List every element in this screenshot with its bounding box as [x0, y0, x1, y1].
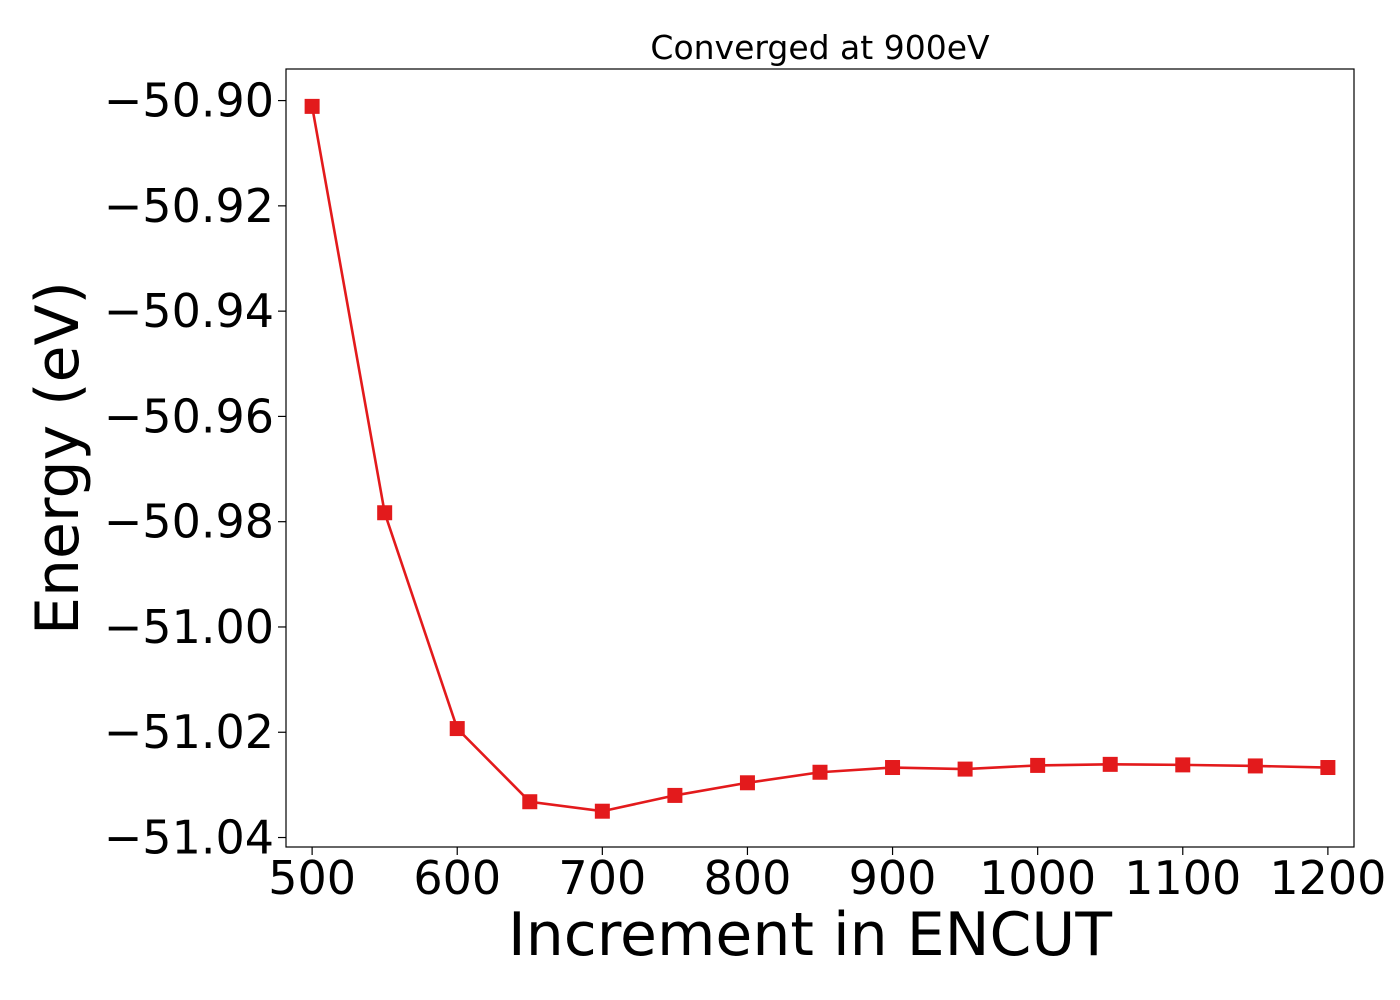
x-tick-label: 1100 [1124, 851, 1241, 905]
y-tick-label: −50.96 [104, 389, 274, 443]
data-point-marker [739, 775, 755, 791]
data-point-marker [1175, 757, 1191, 773]
chart-title: Converged at 900eV [650, 28, 990, 67]
x-tick-label: 700 [558, 851, 646, 905]
y-tick-label: −50.92 [104, 179, 274, 233]
y-tick-label: −51.04 [104, 811, 274, 865]
data-point-marker [1102, 756, 1118, 772]
x-tick-label: 900 [849, 851, 937, 905]
x-axis-title: Increment in ENCUT [508, 900, 1112, 970]
data-point-marker [1247, 758, 1263, 774]
y-tick-label: −51.00 [104, 600, 274, 654]
data-point-marker [1030, 757, 1046, 773]
x-tick-label: 600 [413, 851, 501, 905]
data-point-marker [1320, 760, 1336, 776]
y-tick-label: −50.94 [104, 284, 274, 338]
y-tick-label: −51.02 [104, 705, 274, 759]
data-point-marker [957, 761, 973, 777]
data-point-marker [667, 787, 683, 803]
x-tick-label: 1000 [979, 851, 1096, 905]
data-point-marker [594, 803, 610, 819]
y-tick-label: −50.98 [104, 495, 274, 549]
plot-frame [285, 68, 1355, 848]
x-tick-label: 1200 [1269, 851, 1386, 905]
data-point-marker [522, 794, 538, 810]
x-tick-label: 500 [268, 851, 356, 905]
data-point-marker [304, 98, 320, 114]
data-point-marker [449, 721, 465, 737]
y-tick-label: −50.90 [104, 74, 274, 128]
x-tick-label: 800 [704, 851, 792, 905]
data-point-marker [885, 760, 901, 776]
y-axis-title: Energy (eV) [23, 281, 93, 635]
series-line [310, 106, 1328, 813]
data-point-marker [812, 764, 828, 780]
plot-area: 500 600 700 800 900 1000 1100 1200 −50.90 −50.92 −… [104, 68, 1386, 905]
data-point-marker [377, 505, 393, 521]
